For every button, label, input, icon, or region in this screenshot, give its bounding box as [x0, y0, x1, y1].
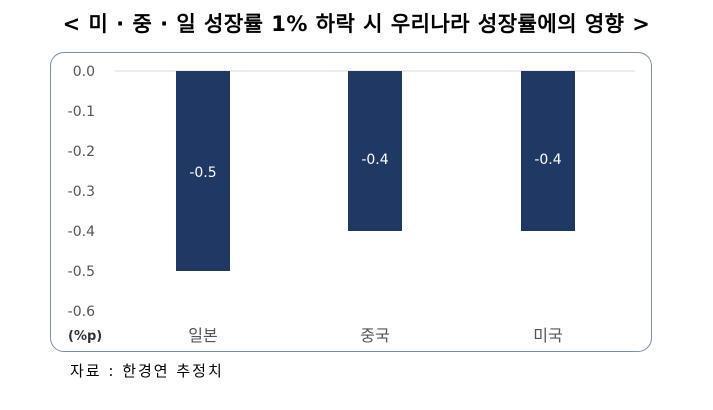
y-axis-unit-label: (%p): [68, 329, 102, 344]
source-note: 자료 : 한경연 추정치: [70, 362, 224, 380]
y-tick-label: -0.4: [68, 224, 95, 240]
y-axis-ticks: 0.0 -0.1 -0.2 -0.3 -0.4 -0.5 -0.6: [68, 64, 95, 320]
y-tick-label: -0.3: [68, 184, 95, 200]
y-tick-label: -0.1: [68, 104, 95, 120]
bar-data-label: -0.4: [361, 152, 388, 168]
bar: [521, 71, 575, 231]
y-tick-label: -0.5: [68, 264, 95, 280]
x-tick-label: 미국: [533, 326, 562, 345]
x-tick-label: 일본: [188, 326, 217, 345]
bars: [176, 71, 575, 271]
bar: [348, 71, 402, 231]
bar-data-labels: -0.5 -0.4 -0.4: [189, 152, 561, 181]
chart-frame: [50, 52, 652, 352]
y-tick-label: 0.0: [73, 64, 95, 80]
chart-title: < 미 · 중 · 일 성장률 1% 하락 시 우리나라 성장률에의 영향 >: [62, 12, 651, 36]
bar-data-label: -0.4: [534, 152, 561, 168]
y-tick-label: -0.6: [68, 304, 95, 320]
bar: [176, 71, 230, 271]
x-axis-ticks: 일본 중국 미국: [188, 326, 562, 345]
bar-data-label: -0.5: [189, 165, 216, 181]
y-tick-label: -0.2: [68, 144, 95, 160]
x-tick-label: 중국: [360, 326, 389, 345]
